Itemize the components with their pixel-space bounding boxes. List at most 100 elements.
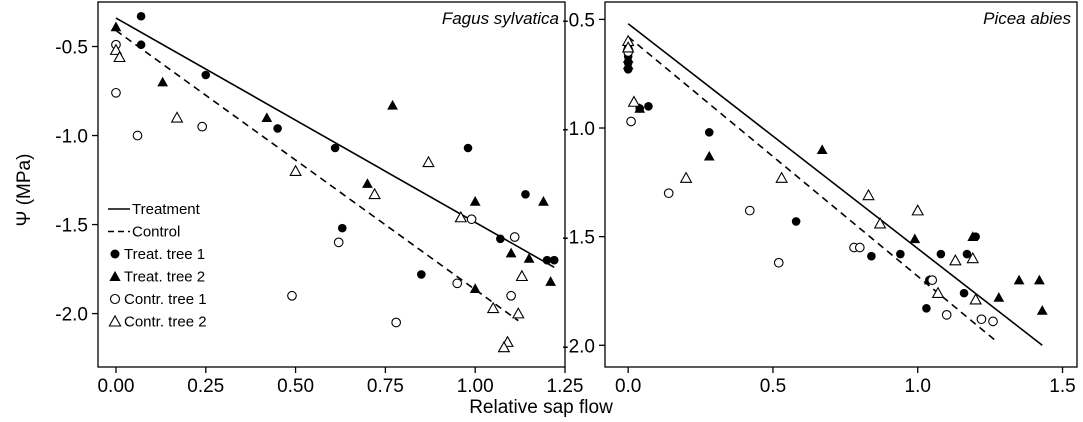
data-point: [337, 223, 347, 233]
legend-item: Control: [108, 224, 180, 241]
legend-swatch: [108, 314, 122, 327]
data-point: [703, 150, 715, 161]
series-contr-tree-2: [621, 34, 982, 305]
data-point: [496, 234, 505, 244]
data-point: [993, 292, 1005, 302]
series-treat-tree-2: [110, 21, 557, 293]
data-point: [775, 171, 788, 183]
data-point: [505, 247, 517, 258]
data-point: [867, 251, 876, 261]
data-point: [622, 53, 634, 63]
legend-label: Contr. tree 2: [124, 314, 207, 331]
data-point: [621, 41, 635, 53]
series-treat-tree-1: [136, 11, 559, 279]
data-point: [113, 50, 126, 63]
data-point: [289, 164, 302, 176]
legend-item: Contr. tree 1: [109, 291, 207, 308]
data-point: [132, 130, 143, 141]
y-tick-label: -1.5: [55, 216, 88, 237]
data-point: [197, 121, 208, 132]
panel-title: Fagus sylvatica: [442, 9, 559, 28]
plot-frame: [97, 1, 566, 368]
data-point: [521, 189, 530, 199]
series-contr-tree-1: [623, 47, 998, 327]
x-tick-label: 1.0: [905, 376, 931, 397]
data-point: [922, 304, 931, 313]
data-point: [333, 237, 344, 248]
data-point: [627, 95, 641, 107]
data-point: [497, 340, 511, 353]
legend-label: Treat. tree 1: [124, 246, 205, 263]
data-point: [873, 217, 887, 229]
data-point: [387, 99, 398, 110]
data-point: [941, 310, 952, 320]
data-point: [545, 276, 557, 286]
y-tick-label: -0.5: [55, 38, 88, 59]
data-point: [949, 254, 962, 266]
y-tick-label: -1.5: [562, 228, 595, 249]
data-point: [896, 249, 905, 259]
data-point: [273, 124, 282, 133]
x-tick-label: 0.75: [367, 376, 404, 397]
x-tick-label: 0.0: [615, 376, 641, 397]
data-point: [744, 205, 755, 216]
x-tick-label: 1.5: [1049, 376, 1075, 397]
x-axis-title: Relative sap flow: [469, 397, 613, 418]
legend-swatch: [109, 270, 121, 281]
data-point: [391, 317, 402, 328]
data-point: [170, 111, 184, 123]
data-point: [704, 128, 714, 137]
control-line: [627, 36, 997, 342]
series-treat-tree-1: [623, 43, 980, 313]
x-tick-label: 0.25: [187, 376, 224, 397]
data-point: [469, 196, 481, 206]
y-tick-label: -2.0: [55, 305, 88, 326]
y-tick-label: -1.0: [55, 127, 88, 148]
x-tick-label: 0.5: [760, 376, 786, 397]
legend-item: Contr. tree 2: [108, 314, 207, 331]
legend: Treatment Control Treat. tree 1 Treat. tree…: [108, 201, 207, 331]
x-tick-label: 0.00: [97, 376, 134, 397]
x-tick-label: 1.00: [457, 376, 494, 397]
data-point: [523, 253, 535, 263]
data-point: [931, 286, 945, 298]
data-point: [549, 255, 559, 265]
series-contr-tree-2: [109, 43, 529, 353]
legend-item: Treatment: [108, 201, 201, 218]
x-tick-label: 0.50: [277, 376, 314, 397]
data-point: [791, 217, 801, 226]
data-point: [157, 76, 169, 87]
legend-swatch: [110, 249, 120, 259]
legend-label: Contr. tree 1: [124, 291, 207, 308]
data-point: [816, 144, 828, 155]
data-point: [515, 269, 529, 282]
data-point: [909, 233, 921, 244]
data-point: [109, 43, 123, 55]
data-point: [962, 249, 972, 259]
legend-swatch: [109, 293, 121, 305]
data-point: [969, 293, 982, 305]
legend-label: Treatment: [132, 201, 201, 218]
x-tick-label: 1.25: [547, 376, 584, 397]
data-point: [452, 278, 463, 289]
panel-fagus-sylvatica: 0.00 0.25 0.50 0.75 1.00 1.25 -2.0 -1.5 -1.0 -0.5…: [55, 1, 584, 397]
data-point: [1036, 305, 1048, 315]
treatment-line: [115, 17, 555, 268]
data-point: [422, 155, 435, 168]
data-point: [966, 251, 980, 264]
y-tick-label: -1.0: [562, 119, 595, 140]
data-point: [1033, 274, 1045, 285]
data-point: [330, 143, 340, 153]
data-point: [368, 187, 381, 200]
data-point: [454, 210, 468, 223]
data-point: [988, 316, 998, 327]
data-point: [469, 283, 481, 293]
plot-frame: [604, 1, 1078, 368]
data-point: [622, 59, 634, 70]
data-point: [287, 290, 297, 301]
data-point: [911, 204, 925, 216]
data-point: [136, 11, 146, 21]
data-point: [644, 101, 653, 111]
legend-label: Treat. tree 2: [124, 269, 205, 286]
data-point: [663, 188, 674, 199]
